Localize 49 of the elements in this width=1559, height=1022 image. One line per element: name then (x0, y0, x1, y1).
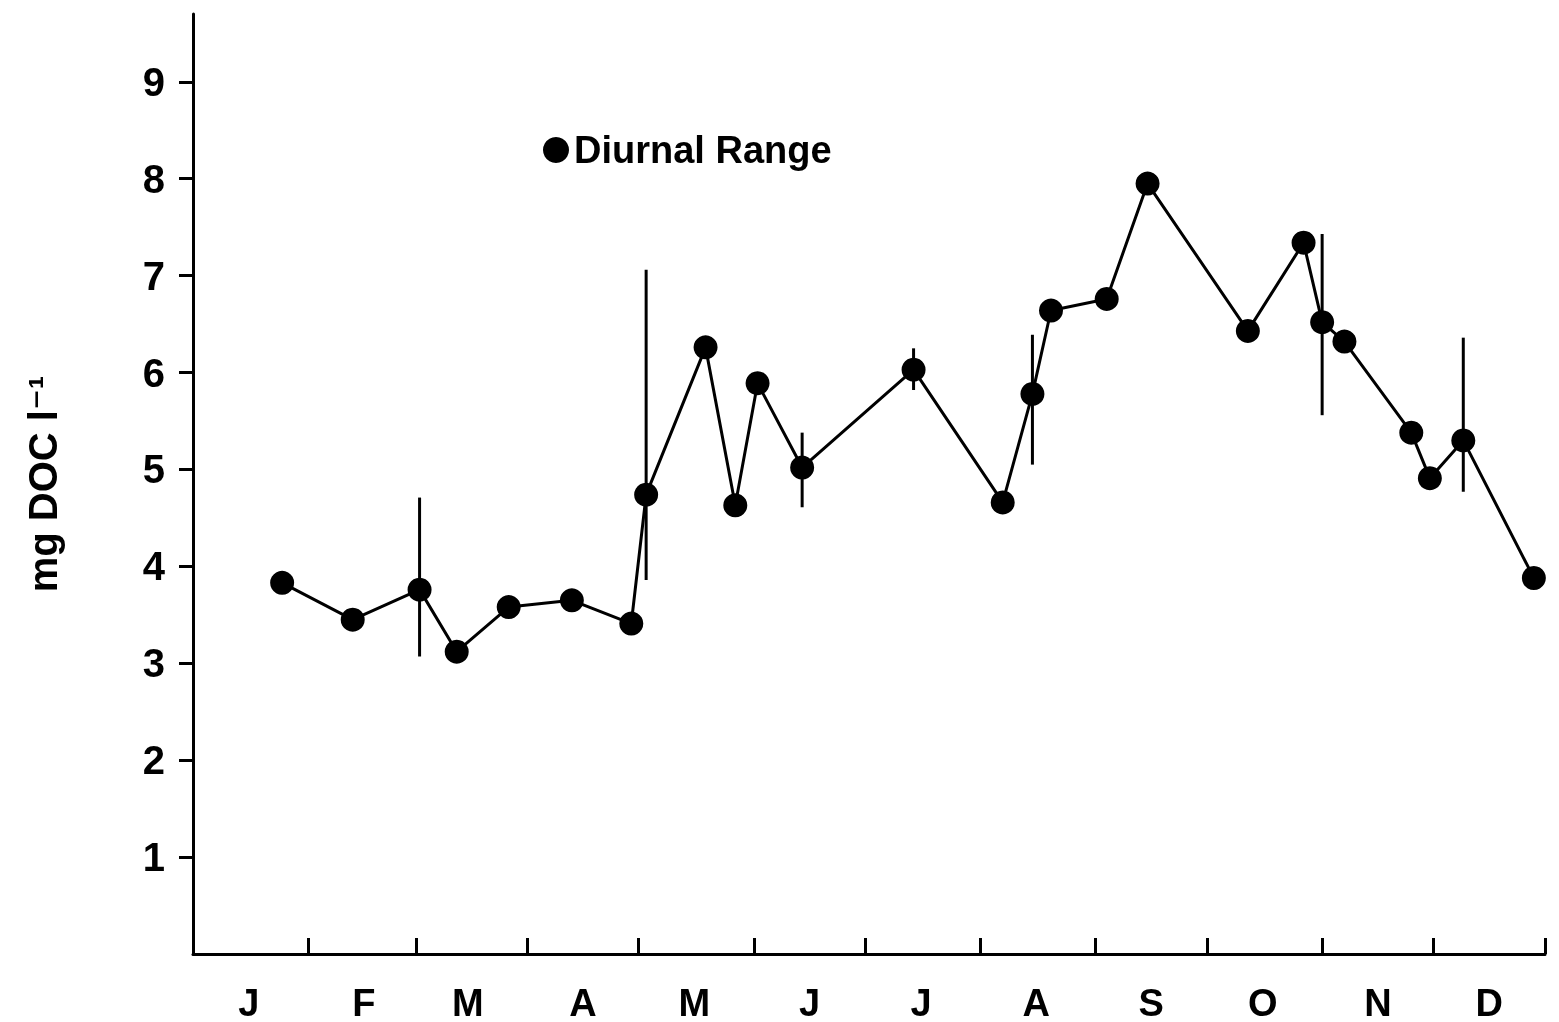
point (745, 371, 770, 396)
y-axis-title: mg DOC l⁻¹ (21, 375, 65, 593)
x-tick-label: J (910, 982, 932, 1022)
point (1417, 466, 1442, 491)
point (340, 607, 365, 632)
point (1399, 420, 1424, 445)
point (990, 490, 1015, 515)
y-tick-label: 6 (142, 350, 165, 395)
y-tick-label: 5 (142, 447, 165, 492)
y-tick-label: 1 (142, 835, 165, 880)
y-tick-label: 2 (142, 738, 165, 783)
y-tick-label: 7 (142, 253, 165, 298)
point (407, 577, 432, 602)
point (1235, 318, 1260, 343)
x-tick-label: N (1364, 982, 1392, 1022)
x-tick-label: M (678, 982, 711, 1022)
point (634, 482, 659, 507)
x-tick-label: O (1247, 982, 1278, 1022)
x-tick-label: M (452, 982, 484, 1022)
point (1310, 310, 1335, 335)
point (1521, 566, 1546, 590)
point (619, 611, 644, 636)
point (559, 588, 584, 613)
x-tick-label: S (1138, 982, 1164, 1022)
y-tick-label: 9 (142, 59, 165, 104)
point (1135, 171, 1160, 196)
point (1291, 230, 1316, 255)
point (444, 639, 469, 664)
y-tick-label: 4 (142, 544, 166, 589)
point (723, 493, 748, 518)
x-tick-label: J (238, 982, 260, 1022)
point (270, 570, 295, 595)
x-tick-label: A (1022, 982, 1050, 1022)
x-tick-label: F (352, 982, 376, 1022)
x-tick-label: A (569, 982, 597, 1022)
point (790, 455, 815, 480)
y-tick-label: 8 (142, 156, 165, 201)
point (1332, 329, 1357, 354)
point (693, 335, 718, 360)
point (901, 357, 926, 382)
y-tick-label: 3 (142, 641, 165, 686)
point (1020, 381, 1045, 406)
x-tick-label: J (799, 982, 821, 1022)
point (1451, 428, 1476, 453)
point (1039, 298, 1063, 323)
x-tick-label: D (1475, 982, 1504, 1022)
point (1094, 286, 1119, 311)
legend-label: Diurnal Range (574, 129, 832, 171)
point (496, 595, 521, 620)
